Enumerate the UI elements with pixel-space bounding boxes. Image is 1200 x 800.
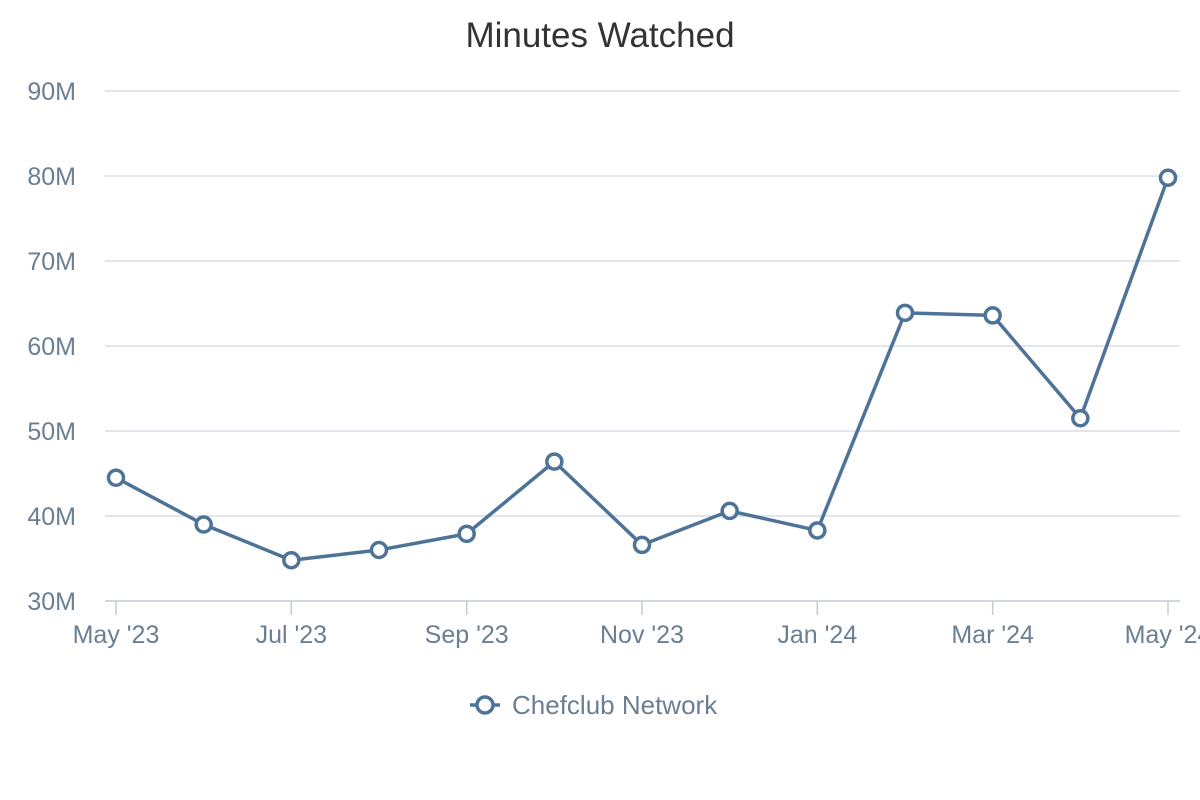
data-point[interactable] [282,550,301,570]
legend-marker-icon [475,695,495,715]
series-layer [106,168,1178,570]
data-point[interactable] [720,501,739,521]
x-tick-label: Nov '23 [600,621,684,649]
data-point[interactable] [457,524,476,544]
y-axis: 30M 40M 50M 60M 70M 80M 90M [27,78,76,616]
x-tick-label: May '24 [1125,621,1200,649]
series-line [114,175,1170,562]
chart-title: Minutes Watched [465,16,734,55]
data-point[interactable] [895,303,915,323]
data-point[interactable] [1158,168,1178,187]
x-tick-label: May '23 [73,621,160,649]
data-point[interactable] [545,452,564,471]
y-tick-label: 90M [27,78,76,106]
data-point[interactable] [194,515,213,534]
x-tick-label: Jan '24 [777,621,857,649]
y-tick-label: 50M [27,418,76,446]
data-point[interactable] [369,540,389,560]
data-point[interactable] [632,535,652,555]
grid-lines [105,90,1180,602]
data-point[interactable] [983,306,1002,325]
data-point[interactable] [808,521,827,540]
x-tick-label: Mar '24 [951,621,1034,649]
x-tick-label: Jul '23 [256,621,327,649]
data-point[interactable] [1071,409,1090,428]
data-point[interactable] [106,468,126,487]
x-tick-label: Sep '23 [425,621,509,649]
legend[interactable]: Chefclub Network [470,690,718,720]
legend-label: Chefclub Network [512,690,718,720]
y-tick-label: 30M [27,588,76,616]
y-tick-label: 60M [27,333,76,361]
y-tick-label: 80M [27,163,76,191]
x-axis: May '23 Jul '23 Sep '23 Nov '23 Jan '24 Mar '… [73,601,1200,649]
y-tick-label: 70M [27,248,76,276]
y-tick-label: 40M [27,503,76,531]
